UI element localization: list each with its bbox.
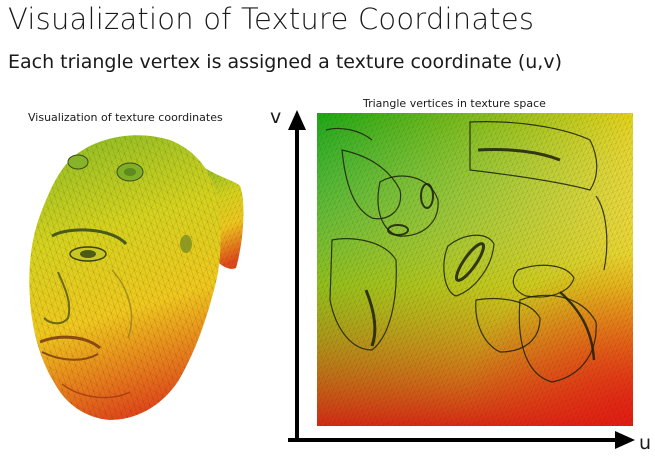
slide-title: Visualization of Texture Coordinates bbox=[8, 2, 535, 36]
axis-u-label: u bbox=[639, 432, 652, 454]
u-axis-arrowhead bbox=[615, 431, 635, 449]
head-mesh-image bbox=[29, 135, 244, 420]
uv-axes bbox=[288, 110, 635, 449]
v-axis-arrowhead bbox=[288, 110, 306, 130]
left-caption: Visualization of texture coordinates bbox=[28, 111, 223, 124]
right-caption: Triangle vertices in texture space bbox=[363, 97, 546, 110]
uv-layout-image bbox=[317, 113, 633, 426]
slide-subtitle: Each triangle vertex is assigned a textu… bbox=[8, 51, 563, 73]
axis-v-label: v bbox=[270, 106, 282, 128]
